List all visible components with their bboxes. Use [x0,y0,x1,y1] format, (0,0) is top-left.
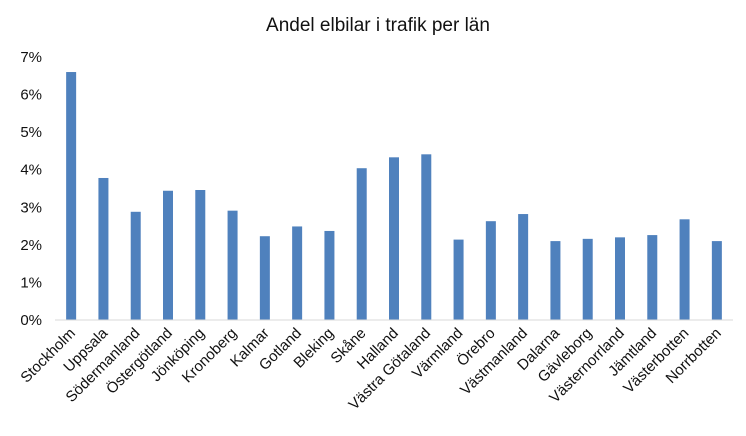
bar [324,230,335,320]
bar [195,190,206,320]
bar [292,226,303,320]
y-tick-label: 0% [20,312,42,329]
y-tick-label: 1% [20,274,42,291]
bar [453,239,464,320]
bar [130,211,141,320]
y-tick-label: 7% [20,49,42,66]
bar [679,219,690,320]
bar [259,236,270,320]
bar [66,72,77,321]
y-tick-label: 2% [20,237,42,254]
bar [356,168,367,320]
bar [163,190,173,320]
bar [615,237,625,320]
y-tick-label: 5% [20,124,42,141]
bar [98,177,109,320]
bar [421,154,432,320]
bar [647,235,658,320]
bar [389,157,399,320]
y-axis: 0% 1% 2% 3% 4% 5% 6% 7% [20,49,42,329]
bar [711,241,722,320]
bar [485,221,496,320]
y-tick-label: 4% [20,162,42,179]
bar [550,241,561,320]
y-tick-label: 3% [20,199,42,216]
bar [582,238,593,320]
y-tick-label: 6% [20,87,42,104]
chart-title: Andel elbilar i trafik per län [266,15,490,36]
x-axis-labels: StockholmUppsalaSödermanlandÖstergötland… [17,324,724,413]
bar [518,214,529,320]
bar [227,210,238,320]
bars [66,72,722,321]
